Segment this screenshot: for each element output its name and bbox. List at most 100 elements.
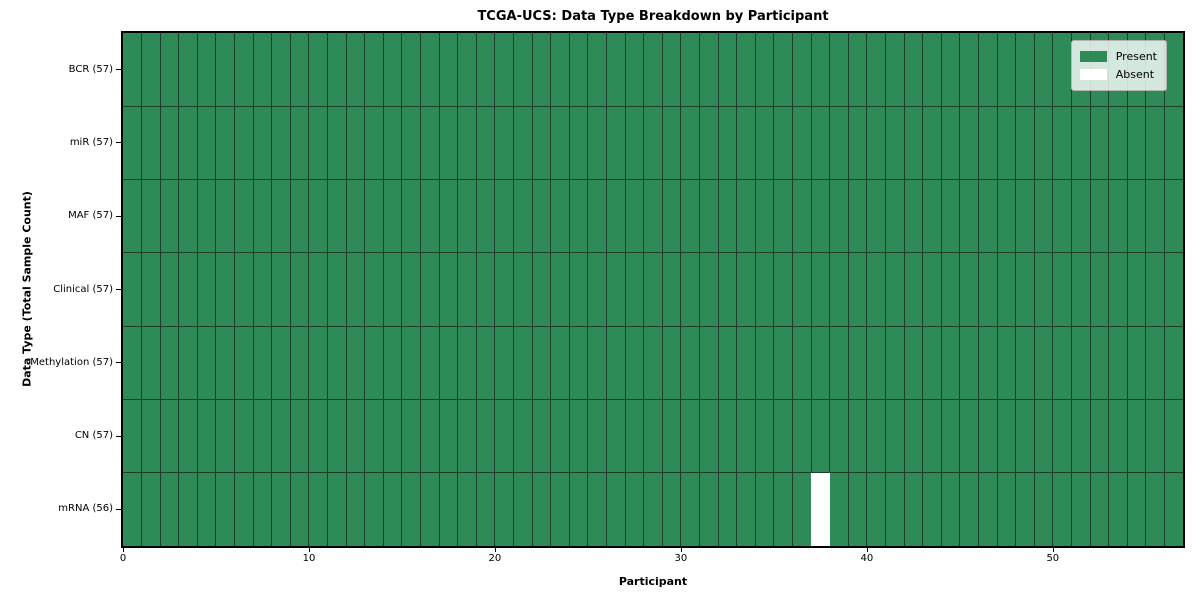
absent-cell-mRNA-37: [811, 472, 830, 546]
grid-line-vertical: [382, 33, 384, 546]
x-tick-mark: [308, 548, 310, 552]
grid-line-vertical: [531, 33, 533, 546]
y-tick-label-BCR: BCR (57): [68, 63, 113, 75]
x-tick-label-0: 0: [119, 553, 127, 564]
grid-line-horizontal: [123, 252, 1183, 254]
grid-line-vertical: [680, 33, 682, 546]
y-tick-label-Methylation: Methylation (57): [30, 356, 113, 368]
grid-line-vertical: [624, 33, 626, 546]
grid-line-vertical: [791, 33, 793, 546]
legend-item-present: Present: [1079, 48, 1157, 65]
grid-line-vertical: [364, 33, 366, 546]
grid-line-vertical: [977, 33, 979, 546]
grid-line-vertical: [754, 33, 756, 546]
chart-title: TCGA-UCS: Data Type Breakdown by Partici…: [477, 9, 829, 24]
y-tick-mark: [116, 289, 121, 290]
grid-line-vertical: [457, 33, 459, 546]
plot-area: Present Absent: [121, 31, 1185, 548]
y-tick-mark: [116, 215, 121, 217]
grid-line-vertical: [1163, 33, 1165, 546]
grid-line-vertical: [996, 33, 998, 546]
grid-line-vertical: [159, 33, 161, 546]
legend: Present Absent: [1070, 40, 1167, 91]
grid-line-vertical: [606, 33, 607, 546]
legend-absent-swatch: [1079, 69, 1107, 80]
grid-line-vertical: [903, 33, 905, 546]
legend-present-swatch: [1079, 51, 1107, 62]
x-tick-mark: [680, 548, 682, 552]
x-tick-mark: [866, 548, 868, 552]
grid-line-vertical: [289, 33, 291, 546]
grid-line-vertical: [215, 33, 217, 546]
grid-line-vertical: [568, 33, 570, 546]
x-tick-mark: [1052, 548, 1054, 552]
grid-line-vertical: [271, 33, 273, 546]
grid-line-horizontal: [123, 472, 1183, 474]
grid-line-vertical: [550, 33, 552, 546]
grid-line-vertical: [847, 33, 849, 546]
grid-line-vertical: [475, 33, 477, 546]
y-tick-mark: [116, 362, 121, 364]
grid-line-vertical: [178, 33, 180, 546]
x-axis-label: Participant: [618, 575, 688, 588]
grid-line-vertical: [327, 33, 329, 546]
grid-line-vertical: [1108, 33, 1110, 546]
grid-line-vertical: [1126, 33, 1128, 546]
grid-line-horizontal: [123, 179, 1183, 181]
grid-line-vertical: [420, 33, 422, 546]
y-tick-label-CN: CN (57): [74, 430, 113, 442]
grid-line-vertical: [1145, 33, 1147, 546]
grid-line-horizontal: [123, 105, 1183, 107]
x-tick-label-10: 10: [302, 553, 316, 564]
grid-line-vertical: [141, 33, 143, 546]
grid-line-vertical: [959, 33, 961, 546]
y-tick-label-MAF: MAF (57): [68, 210, 113, 222]
x-tick-label-20: 20: [488, 553, 502, 564]
grid-line-horizontal: [123, 325, 1183, 327]
grid-line-vertical: [401, 33, 403, 546]
grid-line-vertical: [234, 33, 236, 546]
grid-line-vertical: [810, 33, 812, 546]
x-tick-mark: [123, 548, 124, 552]
grid-line-vertical: [884, 33, 886, 546]
grid-line-vertical: [345, 33, 347, 546]
grid-line-vertical: [940, 33, 942, 546]
grid-line-horizontal: [123, 398, 1183, 400]
y-tick-label-Clinical: Clinical (57): [53, 283, 113, 295]
grid-line-vertical: [922, 33, 924, 546]
x-tick-label-30: 30: [674, 553, 688, 564]
grid-line-vertical: [736, 33, 738, 546]
grid-line-vertical: [308, 33, 310, 546]
y-tick-mark: [116, 142, 121, 144]
y-tick-mark: [116, 435, 121, 437]
grid-line-vertical: [661, 33, 663, 546]
grid-line-vertical: [587, 33, 589, 546]
grid-line-vertical: [494, 33, 496, 546]
grid-line-vertical: [829, 33, 831, 546]
grid-line-vertical: [1052, 33, 1054, 546]
x-tick-mark: [494, 548, 496, 552]
grid-line-vertical: [643, 33, 645, 546]
grid-line-vertical: [1015, 33, 1017, 546]
legend-item-absent: Absent: [1079, 66, 1157, 83]
grid-line-vertical: [513, 33, 515, 546]
heatmap-grid: [123, 33, 1183, 546]
grid-line-vertical: [1089, 33, 1091, 546]
x-tick-label-40: 40: [860, 553, 874, 564]
y-tick-mark: [116, 508, 121, 510]
grid-line-vertical: [196, 33, 198, 546]
grid-line-vertical: [866, 33, 868, 546]
grid-line-vertical: [773, 33, 775, 546]
legend-absent-label: Absent: [1115, 68, 1155, 81]
y-tick-label-mRNA: mRNA (56): [58, 503, 113, 515]
grid-line-vertical: [252, 33, 254, 546]
y-tick-label-miR: miR (57): [69, 136, 113, 148]
grid-line-vertical: [717, 33, 719, 546]
legend-present-label: Present: [1115, 50, 1157, 63]
x-tick-label-50: 50: [1046, 553, 1060, 564]
y-tick-mark: [116, 69, 121, 71]
grid-line-vertical: [698, 33, 700, 546]
grid-line-vertical: [1033, 33, 1035, 546]
grid-line-vertical: [1070, 33, 1072, 546]
